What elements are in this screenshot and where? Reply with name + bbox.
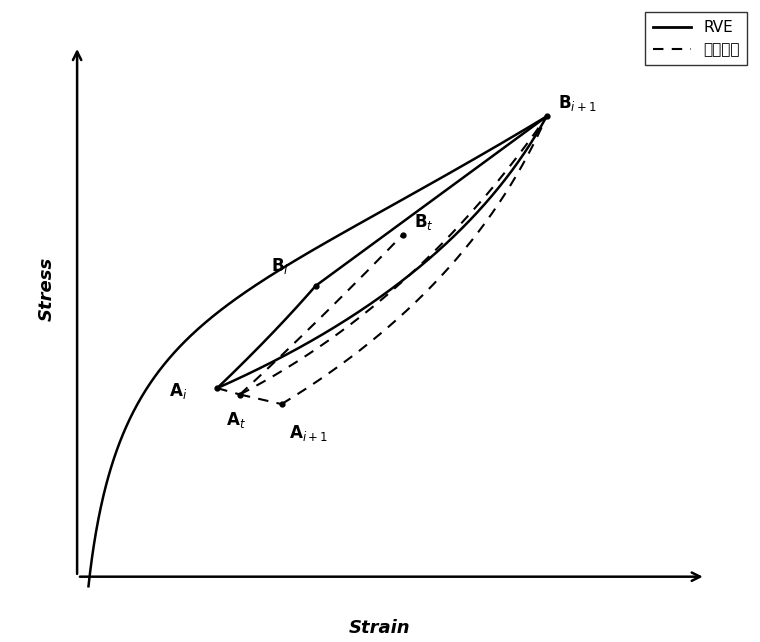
Text: B$_i$: B$_i$ [271,256,289,276]
Text: A$_t$: A$_t$ [226,410,246,431]
Text: A$_i$: A$_i$ [169,381,187,401]
Text: Stress: Stress [38,257,55,321]
Text: Strain: Strain [349,619,411,637]
Legend: RVE, 插値结果: RVE, 插値结果 [645,12,747,65]
Text: A$_{i+1}$: A$_{i+1}$ [289,423,328,443]
Text: B$_t$: B$_t$ [414,211,434,232]
Text: B$_{i+1}$: B$_{i+1}$ [558,93,597,113]
